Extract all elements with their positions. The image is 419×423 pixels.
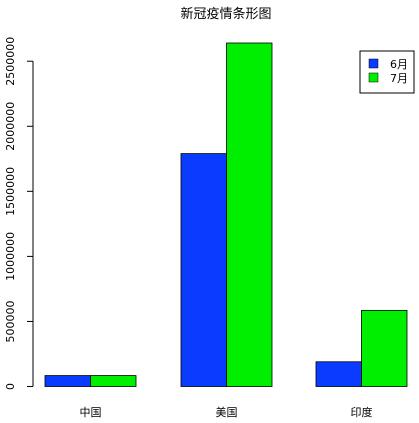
y-tick-label: 0 [4, 383, 17, 390]
legend-label-june: 6月 [390, 58, 408, 71]
legend-swatch-july [368, 72, 379, 83]
category-label: 中国 [80, 406, 102, 419]
y-tick-label: 1500000 [4, 167, 17, 216]
chart-title: 新冠疫情条形图 [180, 6, 271, 22]
legend-label-july: 7月 [390, 72, 408, 85]
bar [90, 375, 137, 387]
legend-swatch-june [368, 58, 379, 69]
legend-box [359, 50, 415, 94]
bar [315, 361, 362, 387]
category-labels: 中国 美国 印度 [80, 405, 373, 419]
category-label: 印度 [351, 405, 373, 419]
bar [44, 375, 91, 387]
bar [180, 153, 227, 387]
y-tick-label: 500000 [4, 300, 17, 342]
bars [44, 42, 408, 387]
y-axis: 0 500000 1000000 1500000 2000000 2500000 [4, 37, 34, 390]
category-label: 美国 [216, 406, 238, 419]
bar [361, 309, 408, 387]
bar [226, 42, 273, 387]
legend: 6月 7月 [359, 50, 415, 94]
y-tick-label: 2000000 [4, 102, 17, 151]
y-tick-label: 1000000 [4, 232, 17, 281]
y-tick-label: 2500000 [4, 37, 17, 86]
